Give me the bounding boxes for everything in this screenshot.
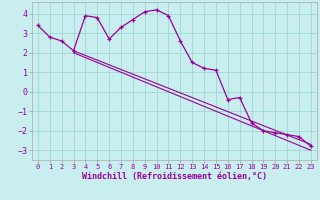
X-axis label: Windchill (Refroidissement éolien,°C): Windchill (Refroidissement éolien,°C) [82, 172, 267, 181]
